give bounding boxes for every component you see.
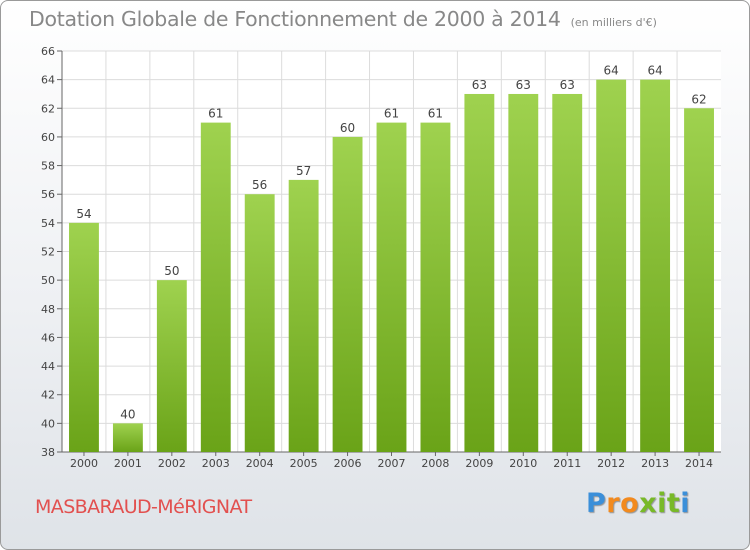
x-tick-label: 2004 bbox=[246, 457, 274, 470]
bar bbox=[508, 93, 539, 452]
logo-letter: i bbox=[657, 488, 667, 519]
y-tick-labels: 38 40 42 44 46 48 50 52 54 56 58 60 62 64 66 bbox=[41, 45, 55, 459]
chart-subtitle: (en milliers d'€) bbox=[570, 16, 657, 29]
y-tick-label: 38 bbox=[41, 446, 55, 459]
bar bbox=[156, 280, 187, 452]
data-label: 54 bbox=[76, 207, 91, 221]
x-tick-label: 2005 bbox=[290, 457, 318, 470]
logo-letter: P bbox=[586, 488, 607, 519]
data-label: 61 bbox=[428, 107, 443, 121]
x-tick-label: 2011 bbox=[553, 457, 581, 470]
y-tick-label: 42 bbox=[41, 389, 55, 402]
y-tick-label: 52 bbox=[41, 246, 55, 259]
data-label: 61 bbox=[208, 107, 223, 121]
chart-title: Dotation Globale de Fonctionnement de 20… bbox=[29, 7, 657, 31]
data-label: 64 bbox=[604, 64, 619, 78]
x-tick-label: 2000 bbox=[70, 457, 98, 470]
x-tick-label: 2012 bbox=[597, 457, 625, 470]
bar bbox=[200, 122, 231, 452]
city-name: MASBARAUD-MéRIGNAT bbox=[35, 496, 252, 518]
bar bbox=[112, 423, 143, 452]
y-tick-label: 58 bbox=[41, 160, 55, 173]
logo-letter: x bbox=[639, 488, 658, 519]
bar bbox=[244, 194, 275, 452]
logo-letter: o bbox=[620, 488, 640, 519]
bar bbox=[332, 136, 363, 452]
logo-letter: i bbox=[680, 488, 691, 519]
x-tick-label: 2003 bbox=[202, 457, 230, 470]
x-tick-label: 2013 bbox=[641, 457, 669, 470]
y-tick-label: 46 bbox=[41, 331, 55, 344]
data-label: 63 bbox=[472, 78, 487, 92]
bar bbox=[288, 179, 319, 452]
data-label: 64 bbox=[647, 64, 662, 78]
data-label: 56 bbox=[252, 178, 267, 192]
data-label: 62 bbox=[691, 92, 706, 106]
x-tick-label: 2007 bbox=[378, 457, 406, 470]
y-tick-label: 54 bbox=[41, 217, 55, 230]
y-tick-label: 50 bbox=[41, 274, 55, 287]
x-tick-label: 2002 bbox=[158, 457, 186, 470]
data-label: 57 bbox=[296, 164, 311, 178]
y-tick-label: 64 bbox=[41, 74, 55, 87]
y-tick-label: 40 bbox=[41, 417, 55, 430]
data-label: 63 bbox=[560, 78, 575, 92]
x-tick-label: 2008 bbox=[421, 457, 449, 470]
data-label: 60 bbox=[340, 121, 355, 135]
x-tick-label: 2014 bbox=[685, 457, 713, 470]
y-tick-label: 62 bbox=[41, 102, 55, 115]
logo-letter: t bbox=[666, 488, 681, 519]
bar bbox=[464, 93, 495, 452]
bar bbox=[376, 122, 407, 452]
bar bbox=[596, 79, 627, 453]
bar bbox=[69, 222, 99, 452]
bar bbox=[640, 79, 671, 453]
y-tick-label: 56 bbox=[41, 188, 55, 201]
proxiti-logo: Proxiti bbox=[586, 488, 690, 519]
x-tick-label: 2010 bbox=[509, 457, 537, 470]
data-label: 63 bbox=[516, 78, 531, 92]
x-tick-label: 2009 bbox=[465, 457, 493, 470]
bars bbox=[69, 79, 714, 453]
data-label: 40 bbox=[120, 407, 135, 421]
bar bbox=[684, 108, 714, 453]
data-label: 50 bbox=[164, 264, 179, 278]
data-label: 61 bbox=[384, 107, 399, 121]
y-tick-label: 60 bbox=[41, 131, 55, 144]
data-labels: 54 40 50 61 56 57 60 61 61 63 63 63 64 64 62 bbox=[76, 64, 706, 422]
logo-letter: r bbox=[606, 488, 621, 519]
y-tick-label: 44 bbox=[41, 360, 55, 373]
x-tick-labels: 2000 2001 2002 2003 2004 2005 2006 2007 2008 2009… bbox=[70, 457, 713, 470]
bar bbox=[552, 93, 583, 452]
x-tick-label: 2006 bbox=[334, 457, 362, 470]
chart-title-text: Dotation Globale de Fonctionnement de 20… bbox=[29, 7, 561, 31]
y-tick-label: 66 bbox=[41, 45, 55, 58]
y-tick-label: 48 bbox=[41, 303, 55, 316]
x-tick-label: 2001 bbox=[114, 457, 142, 470]
bar bbox=[420, 122, 451, 452]
